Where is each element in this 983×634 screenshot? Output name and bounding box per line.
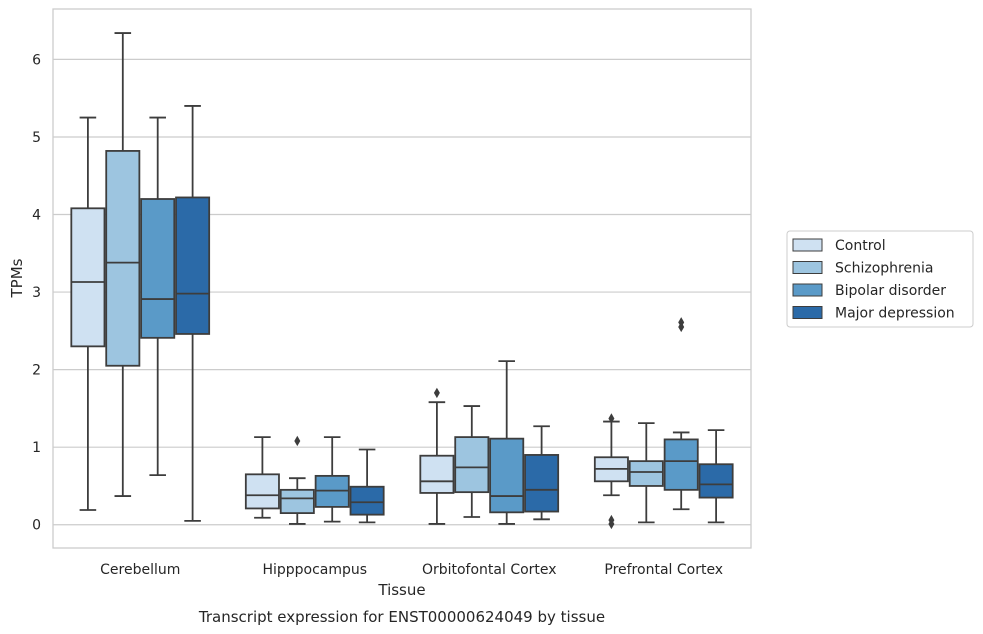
- y-tick-labels: 0 1 2 3 4 5 6: [32, 52, 41, 533]
- box-body: [105, 150, 141, 367]
- legend-frame: [786, 230, 974, 328]
- x-tick-label: Prefrontal Cortex: [604, 562, 723, 578]
- legend-swatch: [792, 261, 823, 274]
- box-0-0: [70, 116, 106, 511]
- y-tick-label: 6: [32, 52, 41, 68]
- legend-label: Major depression: [835, 306, 955, 322]
- box-body: [244, 473, 280, 510]
- box-3-1: [628, 422, 664, 524]
- x-axis-label: Tissue: [377, 581, 425, 599]
- box-3-0: [593, 413, 629, 530]
- box-3-3: [698, 429, 734, 524]
- box-body: [489, 437, 525, 514]
- y-tick-label: 2: [32, 363, 41, 379]
- legend-items: Control Schizophrenia Bipolar disorder Majo…: [792, 238, 955, 322]
- box-body: [70, 207, 106, 348]
- plot-frame: [52, 8, 752, 549]
- box-body: [140, 198, 176, 339]
- y-tick-label: 5: [32, 130, 41, 146]
- legend-label: Control: [835, 238, 886, 254]
- y-axis-label: TPMs: [8, 258, 26, 298]
- legend-label: Schizophrenia: [835, 261, 933, 277]
- y-tick-label: 4: [32, 208, 41, 224]
- box-2-0: [419, 387, 455, 525]
- legend-swatch: [792, 306, 823, 319]
- box-body: [349, 485, 385, 516]
- x-tick-label: Hipppocampus: [262, 562, 367, 578]
- x-tick-labels: Cerebellum Hipppocampus Orbitofontal Corte…: [100, 562, 723, 578]
- legend-swatch: [792, 283, 823, 297]
- y-tick-label: 3: [32, 285, 41, 301]
- outlier-point: [678, 321, 685, 333]
- box-body: [419, 454, 455, 494]
- box-body: [663, 438, 699, 491]
- box-body: [524, 454, 560, 513]
- box-0-2: [140, 116, 176, 476]
- box-body: [279, 488, 315, 515]
- y-tick-label: 0: [32, 518, 41, 534]
- outlier-point: [294, 435, 301, 447]
- box-body: [698, 463, 734, 499]
- x-tick-label: Orbitofontal Cortex: [422, 562, 557, 578]
- box-0-1: [105, 32, 141, 497]
- box-body: [175, 196, 211, 335]
- legend: Control Schizophrenia Bipolar disorder Majo…: [786, 230, 974, 328]
- box-0-3: [175, 105, 211, 522]
- box-2-2: [489, 360, 525, 525]
- outlier-point: [608, 413, 615, 424]
- box-1-2: [314, 436, 350, 523]
- box-body: [628, 460, 664, 487]
- chart-caption: Transcript expression for ENST0000062404…: [198, 608, 605, 626]
- legend-label: Bipolar disorder: [835, 283, 946, 299]
- x-tick-label: Cerebellum: [100, 562, 180, 578]
- y-tick-label: 1: [32, 440, 41, 456]
- outlier-point: [433, 387, 440, 399]
- boxes: [70, 32, 734, 530]
- box-2-3: [524, 425, 560, 521]
- outlier-point: [608, 518, 615, 530]
- legend-swatch: [792, 238, 823, 252]
- box-1-3: [349, 448, 385, 524]
- box-3-2: [663, 317, 699, 511]
- box-body: [454, 436, 490, 494]
- box-1-0: [244, 436, 280, 519]
- box-2-1: [454, 405, 490, 518]
- box-1-1: [279, 435, 315, 525]
